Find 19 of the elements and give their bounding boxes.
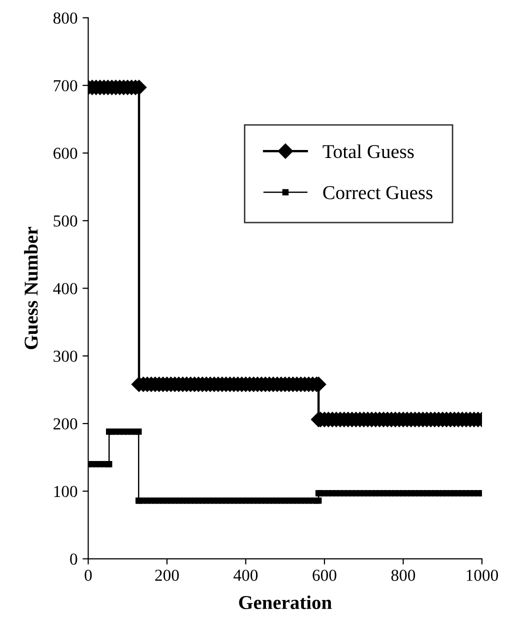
y-tick-label: 800 (53, 12, 78, 24)
x-tick-label: 1000 (466, 570, 498, 581)
x-tick-label: 800 (391, 570, 416, 581)
y-tick-label: 700 (54, 80, 78, 92)
y-tick-label: 300 (54, 350, 78, 362)
y-axis-title: Guess Number (24, 226, 38, 350)
y-tick-label: 0 (70, 554, 78, 565)
y-tick-label: 200 (54, 418, 78, 430)
y-tick-label: 600 (54, 148, 78, 159)
y-tick-label: 100 (54, 486, 78, 498)
y-tick-label: 500 (54, 215, 78, 227)
x-axis-title: Generation (239, 595, 332, 610)
x-tick-label: 200 (155, 570, 179, 581)
x-tick-label: 600 (312, 570, 336, 581)
legend-label: Total Guess (322, 144, 414, 158)
y-tick-label: 400 (53, 282, 78, 294)
x-tick-label: 400 (234, 570, 258, 581)
legend-label: Correct Guess (323, 186, 432, 200)
x-tick-label: 0 (84, 570, 92, 581)
